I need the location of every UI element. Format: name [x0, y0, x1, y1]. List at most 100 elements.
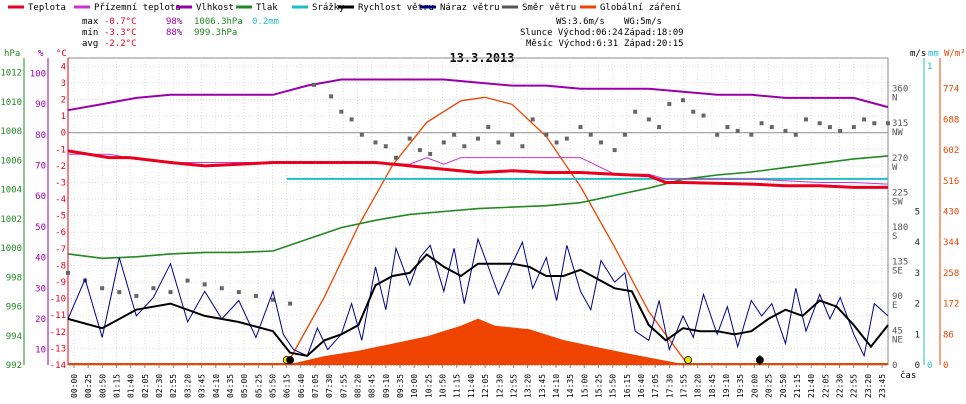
tick-label-degc: -2 — [55, 162, 66, 172]
tick-label-pct: 80 — [35, 131, 46, 141]
x-tick-label: 10:00 — [410, 374, 419, 398]
wind-direction-point — [253, 293, 258, 298]
wind-direction-point — [288, 301, 293, 306]
stats-min-label: min — [82, 28, 98, 38]
stats-avg-label: avg — [82, 39, 98, 49]
wind-direction-point — [657, 125, 662, 130]
wind-direction-point — [428, 151, 433, 156]
tick-label-degc: -14 — [50, 361, 66, 371]
wind-direction-point — [202, 282, 207, 287]
wind-direction-point — [578, 125, 583, 130]
tick-label-dir-deg: 135 — [892, 257, 908, 267]
sunset-marker — [684, 356, 693, 364]
x-tick-label: 02:30 — [155, 374, 164, 398]
wind-direction-point — [476, 136, 480, 141]
tick-label-degc: 2 — [61, 95, 66, 105]
x-tick-label: 12:05 — [481, 374, 490, 398]
legend-label: Směr větru — [522, 3, 576, 13]
x-tick-label: 15:00 — [580, 374, 589, 398]
x-tick-label: 23:45 — [878, 374, 887, 398]
wind-speed-line — [67, 253, 889, 357]
info-block: WS:3.6m/s WG:5m/s Slunce Východ:06:24 Zá… — [520, 17, 684, 49]
wind-direction-point — [783, 128, 788, 133]
tick-label-dir-name: NE — [892, 335, 903, 345]
pressure-line — [67, 155, 889, 260]
tick-label-hpa: 998 — [6, 273, 22, 283]
tick-label-ms: 2 — [915, 300, 920, 310]
tick-label-degc: 0 — [61, 129, 66, 139]
tick-label-hpa: 1010 — [0, 98, 22, 108]
x-tick-label: 22:55 — [850, 374, 859, 398]
wind-direction-point — [759, 121, 764, 126]
wind-direction-point — [151, 286, 156, 291]
tick-label-dir-deg: 225 — [892, 188, 908, 198]
humidity-line — [67, 78, 889, 112]
x-tick-label: 00:25 — [84, 374, 93, 398]
x-tick-label: 03:45 — [198, 374, 207, 398]
x-tick-label: 06:15 — [283, 374, 292, 398]
wind-direction-point — [554, 140, 559, 145]
tick-label-dir-deg: 45 — [892, 326, 903, 336]
x-axis-label: čas — [900, 370, 916, 381]
tick-label-degc: -12 — [50, 328, 66, 338]
tick-label-pct: 10 — [35, 346, 46, 356]
tick-label-hpa: 1008 — [0, 127, 22, 137]
x-tick-label: 13:20 — [524, 374, 533, 398]
tick-label-hpa: 1004 — [0, 186, 22, 196]
x-tick-label: 06:40 — [297, 374, 306, 398]
tick-label-dir-name: N — [892, 94, 897, 104]
x-tick-label: 08:20 — [354, 374, 363, 398]
temperature-line — [67, 149, 888, 189]
x-tick-label: 23:20 — [864, 374, 873, 398]
tick-label-degc: 1 — [61, 112, 66, 122]
wind-direction-point — [804, 117, 808, 122]
stats-min-temp: -3.3°C — [104, 28, 137, 38]
wind-direction-point — [886, 121, 890, 126]
x-tick-label: 22:05 — [821, 374, 830, 398]
tick-label-wm2: 516 — [943, 177, 959, 187]
wind-direction-point — [486, 125, 491, 130]
wind-direction-point — [329, 94, 334, 99]
x-tick-label: 20:00 — [750, 374, 759, 398]
tick-label-wm2: 602 — [943, 146, 959, 156]
x-tick-label: 17:05 — [651, 374, 660, 398]
x-tick-label: 22:30 — [835, 374, 844, 398]
tick-label-degc: -11 — [50, 311, 66, 321]
wind-direction-point — [349, 117, 354, 122]
wind-direction-point — [394, 155, 398, 160]
wind-direction-point — [271, 297, 275, 302]
tick-label-degc: -7 — [55, 245, 66, 255]
wind-direction-point — [185, 278, 190, 283]
tick-label-wm2: 774 — [943, 85, 959, 95]
tick-label-ms: 3 — [915, 269, 920, 279]
tick-label-ms: 0 — [915, 361, 920, 371]
tick-label-degc: -13 — [50, 344, 66, 354]
x-tick-label: 00:50 — [98, 374, 107, 398]
x-tick-label: 04:35 — [226, 374, 235, 398]
wind-direction-point — [622, 132, 627, 137]
series-layer — [66, 78, 890, 366]
tick-label-dir-name: SE — [892, 266, 903, 276]
x-tick-label: 09:10 — [382, 374, 391, 398]
left-axes: 9929949969981000100210041006100810101012… — [0, 58, 69, 371]
axis-unit-mm: mm — [928, 49, 939, 59]
tick-label-dir-name: S — [892, 232, 897, 242]
wind-direction-point — [66, 270, 70, 275]
x-tick-label: 20:50 — [779, 374, 788, 398]
legend-label: Tlak — [256, 3, 278, 13]
x-tick-label: 07:05 — [311, 374, 320, 398]
legend-label: Náraz větru — [440, 3, 500, 13]
tick-label-ms: 4 — [915, 238, 920, 248]
tick-label-wm2: 0 — [943, 361, 948, 371]
wind-direction-point — [219, 286, 224, 291]
x-tick-label: 07:55 — [339, 374, 348, 398]
tick-label-dir-deg: 315 — [892, 119, 908, 129]
tick-label-degc: -1 — [55, 145, 66, 155]
tick-label-wm2: 172 — [943, 300, 959, 310]
x-tick-label: 11:15 — [453, 374, 462, 398]
tick-label-hpa: 1012 — [0, 69, 22, 79]
tick-label-mm: 1 — [927, 62, 932, 72]
wind-direction-point — [373, 140, 378, 145]
legend-label: Přízemní teplota — [94, 3, 181, 13]
x-tick-label: 18:20 — [694, 374, 703, 398]
